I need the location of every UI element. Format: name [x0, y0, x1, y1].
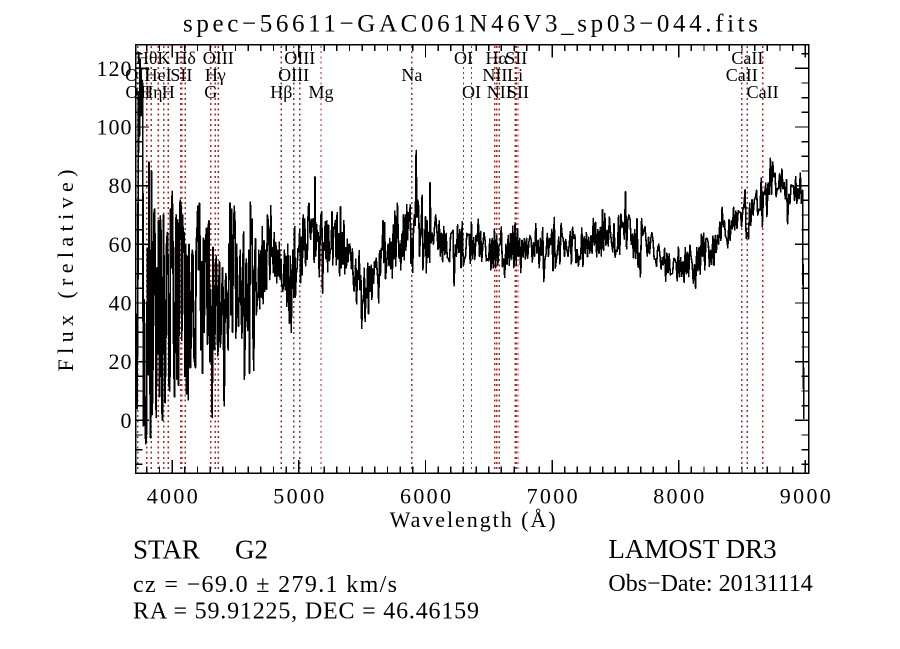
svg-text:OI: OI: [454, 48, 473, 68]
svg-text:OIII: OIII: [203, 48, 234, 68]
svg-text:LAMOST DR3: LAMOST DR3: [608, 534, 776, 564]
svg-text:20: 20: [109, 349, 132, 374]
svg-text:OIII: OIII: [284, 48, 315, 68]
svg-text:K: K: [157, 48, 170, 68]
svg-text:RA = 59.91225, DEC = 46.4615: RA = 59.91225, DEC = 46.46159: [133, 599, 479, 625]
svg-text:Mg: Mg: [308, 82, 333, 102]
svg-text:60: 60: [109, 232, 132, 257]
svg-text:G: G: [204, 82, 217, 102]
svg-text:Na: Na: [401, 65, 422, 85]
svg-text:120: 120: [97, 56, 132, 81]
svg-text:SII: SII: [507, 82, 529, 102]
svg-text:NII: NII: [482, 65, 507, 85]
svg-text:G2: G2: [235, 535, 268, 565]
svg-text:SII: SII: [170, 65, 192, 85]
svg-text:spec−56611−GAC061N46V3_sp03−04: spec−56611−GAC061N46V3_sp03−044.fits: [183, 11, 758, 38]
svg-text:Hδ: Hδ: [174, 48, 195, 68]
svg-text:OI: OI: [462, 82, 481, 102]
svg-text:STAR: STAR: [133, 535, 200, 565]
svg-text:CaII: CaII: [726, 65, 758, 85]
svg-text:Flux (relative): Flux (relative): [53, 170, 78, 372]
svg-text:OIII: OIII: [278, 65, 309, 85]
svg-text:CaII: CaII: [747, 82, 779, 102]
svg-text:SII: SII: [505, 48, 527, 68]
svg-text:H: H: [162, 82, 175, 102]
svg-text:Wavelength (Å): Wavelength (Å): [390, 507, 556, 532]
svg-text:OII: OII: [126, 82, 151, 102]
svg-text:40: 40: [109, 291, 132, 316]
svg-text:80: 80: [109, 173, 132, 198]
svg-text:Obs−Date: 20131114: Obs−Date: 20131114: [608, 571, 812, 597]
svg-text:100: 100: [97, 115, 132, 140]
svg-text:OII: OII: [125, 65, 150, 85]
svg-text:NII: NII: [487, 82, 512, 102]
svg-text:Hγ: Hγ: [205, 65, 226, 85]
svg-text:Li: Li: [507, 65, 523, 85]
svg-text:0: 0: [121, 408, 132, 433]
svg-text:Hα: Hα: [485, 48, 508, 68]
svg-text:cz = −69.0 ± 279.1 km/s: cz = −69.0 ± 279.1 km/s: [133, 572, 397, 598]
svg-text:Hβ: Hβ: [270, 82, 292, 102]
svg-text:Hθ: Hθ: [136, 48, 158, 68]
svg-text:HeI: HeI: [145, 65, 172, 85]
svg-text:Hη: Hη: [140, 82, 162, 102]
svg-text:CaII: CaII: [731, 48, 763, 68]
